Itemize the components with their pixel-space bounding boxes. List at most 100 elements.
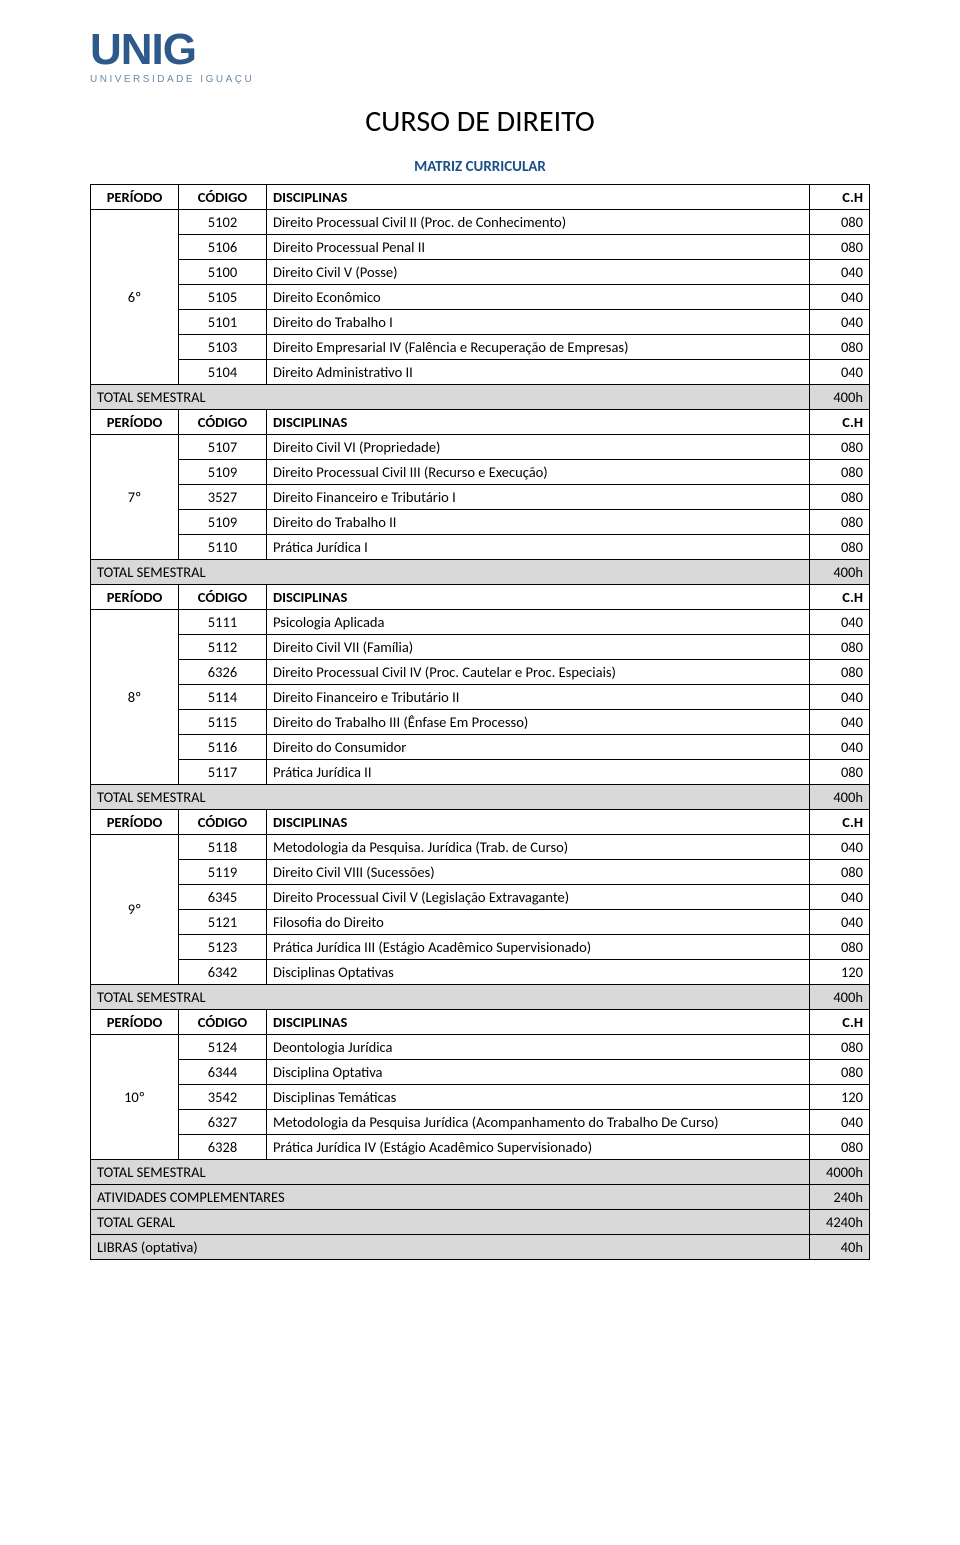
table-row: 3542Disciplinas Temáticas120 (91, 1084, 870, 1109)
footer-label: ATIVIDADES COMPLEMENTARES (91, 1184, 810, 1209)
table-header-row: PERÍODOCÓDIGODISCIPLINASC.H (91, 809, 870, 834)
cell-ch: 080 (810, 934, 870, 959)
cell-ch: 080 (810, 859, 870, 884)
header-periodo: PERÍODO (91, 184, 179, 209)
cell-codigo: 6344 (179, 1059, 267, 1084)
cell-codigo: 5124 (179, 1034, 267, 1059)
cell-codigo: 5114 (179, 684, 267, 709)
logo-wordmark: UNIG (90, 30, 870, 70)
cell-ch: 080 (810, 659, 870, 684)
cell-ch: 080 (810, 484, 870, 509)
cell-codigo: 5117 (179, 759, 267, 784)
cell-disciplina: Prática Jurídica II (267, 759, 810, 784)
cell-codigo: 5107 (179, 434, 267, 459)
cell-ch: 080 (810, 209, 870, 234)
header-ch: C.H (810, 409, 870, 434)
table-row: 6326Direito Processual Civil IV (Proc. C… (91, 659, 870, 684)
cell-codigo: 5121 (179, 909, 267, 934)
cell-periodo: 9º (91, 834, 179, 984)
footer-value: 240h (810, 1184, 870, 1209)
cell-codigo: 5104 (179, 359, 267, 384)
total-value: 400h (810, 559, 870, 584)
cell-disciplina: Direito Civil V (Posse) (267, 259, 810, 284)
table-row: 6342Disciplinas Optativas120 (91, 959, 870, 984)
total-semestral-row: TOTAL SEMESTRAL400h (91, 559, 870, 584)
cell-ch: 040 (810, 259, 870, 284)
header-periodo: PERÍODO (91, 584, 179, 609)
header-codigo: CÓDIGO (179, 1009, 267, 1034)
table-row: 5101Direito do Trabalho I040 (91, 309, 870, 334)
cell-codigo: 5106 (179, 234, 267, 259)
cell-ch: 040 (810, 709, 870, 734)
total-label: TOTAL SEMESTRAL (91, 559, 810, 584)
table-header-row: PERÍODOCÓDIGODISCIPLINASC.H (91, 409, 870, 434)
cell-disciplina: Deontologia Jurídica (267, 1034, 810, 1059)
total-value: 400h (810, 984, 870, 1009)
cell-disciplina: Disciplinas Temáticas (267, 1084, 810, 1109)
header-disciplinas: DISCIPLINAS (267, 584, 810, 609)
cell-periodo: 8º (91, 609, 179, 784)
cell-disciplina: Direito Empresarial IV (Falência e Recup… (267, 334, 810, 359)
cell-codigo: 6326 (179, 659, 267, 684)
cell-disciplina: Direito Processual Civil V (Legislação E… (267, 884, 810, 909)
cell-disciplina: Direito do Consumidor (267, 734, 810, 759)
cell-codigo: 5112 (179, 634, 267, 659)
table-row: 5117Prática Jurídica II080 (91, 759, 870, 784)
cell-codigo: 5102 (179, 209, 267, 234)
cell-periodo: 10º (91, 1034, 179, 1159)
footer-row: ATIVIDADES COMPLEMENTARES240h (91, 1184, 870, 1209)
cell-codigo: 6345 (179, 884, 267, 909)
cell-disciplina: Direito Processual Civil II (Proc. de Co… (267, 209, 810, 234)
cell-periodo: 6º (91, 209, 179, 384)
cell-codigo: 5116 (179, 734, 267, 759)
footer-row: LIBRAS (optativa)40h (91, 1234, 870, 1259)
cell-ch: 080 (810, 509, 870, 534)
course-title: CURSO DE DIREITO (90, 103, 870, 140)
table-row: 8º5111Psicologia Aplicada040 (91, 609, 870, 634)
cell-disciplina: Direito Administrativo II (267, 359, 810, 384)
total-value: 400h (810, 384, 870, 409)
cell-disciplina: Psicologia Aplicada (267, 609, 810, 634)
cell-disciplina: Direito do Trabalho I (267, 309, 810, 334)
cell-ch: 080 (810, 759, 870, 784)
cell-disciplina: Prática Jurídica III (Estágio Acadêmico … (267, 934, 810, 959)
table-header-row: PERÍODOCÓDIGODISCIPLINASC.H (91, 584, 870, 609)
cell-disciplina: Prática Jurídica I (267, 534, 810, 559)
table-row: 5103Direito Empresarial IV (Falência e R… (91, 334, 870, 359)
cell-disciplina: Direito Processual Civil IV (Proc. Caute… (267, 659, 810, 684)
header-codigo: CÓDIGO (179, 584, 267, 609)
cell-codigo: 5100 (179, 259, 267, 284)
table-row: 5104Direito Administrativo II040 (91, 359, 870, 384)
total-label: TOTAL SEMESTRAL (91, 1159, 810, 1184)
total-label: TOTAL SEMESTRAL (91, 784, 810, 809)
header-periodo: PERÍODO (91, 1009, 179, 1034)
table-row: 5110Prática Jurídica I080 (91, 534, 870, 559)
table-row: 6º5102Direito Processual Civil II (Proc.… (91, 209, 870, 234)
total-value: 400h (810, 784, 870, 809)
table-row: 6327Metodologia da Pesquisa Jurídica (Ac… (91, 1109, 870, 1134)
table-header-row: PERÍODOCÓDIGODISCIPLINASC.H (91, 184, 870, 209)
cell-codigo: 5111 (179, 609, 267, 634)
header-ch: C.H (810, 584, 870, 609)
cell-disciplina: Direito Financeiro e Tributário II (267, 684, 810, 709)
footer-value: 40h (810, 1234, 870, 1259)
cell-ch: 080 (810, 1134, 870, 1159)
cell-ch: 080 (810, 434, 870, 459)
cell-ch: 040 (810, 359, 870, 384)
table-row: 6345Direito Processual Civil V (Legislaç… (91, 884, 870, 909)
cell-ch: 040 (810, 909, 870, 934)
table-row: 5123Prática Jurídica III (Estágio Acadêm… (91, 934, 870, 959)
header-periodo: PERÍODO (91, 409, 179, 434)
cell-disciplina: Disciplinas Optativas (267, 959, 810, 984)
table-row: 7º5107Direito Civil VI (Propriedade)080 (91, 434, 870, 459)
cell-disciplina: Direito Civil VIII (Sucessões) (267, 859, 810, 884)
header-ch: C.H (810, 1009, 870, 1034)
table-row: 5106Direito Processual Penal II080 (91, 234, 870, 259)
cell-ch: 040 (810, 1109, 870, 1134)
cell-disciplina: Direito do Trabalho II (267, 509, 810, 534)
cell-codigo: 5118 (179, 834, 267, 859)
cell-ch: 040 (810, 884, 870, 909)
table-row: 5109Direito Processual Civil III (Recurs… (91, 459, 870, 484)
cell-disciplina: Disciplina Optativa (267, 1059, 810, 1084)
header-disciplinas: DISCIPLINAS (267, 1009, 810, 1034)
